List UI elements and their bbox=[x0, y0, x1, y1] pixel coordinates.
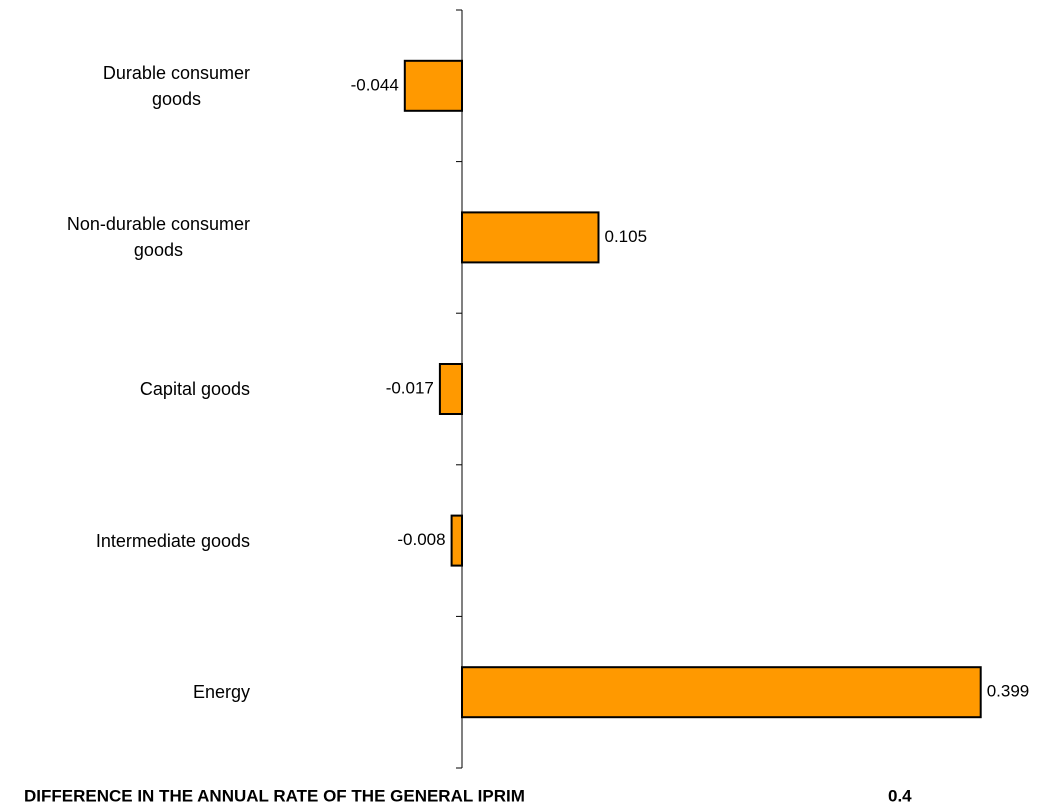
summary-value: 0.4 bbox=[888, 786, 912, 805]
value-label: -0.044 bbox=[351, 75, 399, 94]
bar bbox=[450, 514, 464, 567]
bar bbox=[438, 363, 463, 415]
value-label: 0.105 bbox=[605, 227, 648, 246]
value-label: -0.008 bbox=[397, 530, 445, 549]
summary-label: DIFFERENCE IN THE ANNUAL RATE OF THE GEN… bbox=[24, 786, 525, 805]
value-label: -0.017 bbox=[386, 378, 434, 397]
category-label: Durable consumer goods bbox=[102, 62, 250, 109]
category-label: Non-durable consumer goods bbox=[66, 214, 250, 261]
category-label: Capital goods bbox=[139, 379, 250, 399]
category-label: Intermediate goods bbox=[95, 530, 250, 551]
bar bbox=[461, 211, 600, 264]
bar bbox=[461, 666, 982, 719]
bar bbox=[403, 59, 463, 112]
category-label: Energy bbox=[192, 682, 250, 703]
value-label: 0.399 bbox=[987, 682, 1030, 701]
